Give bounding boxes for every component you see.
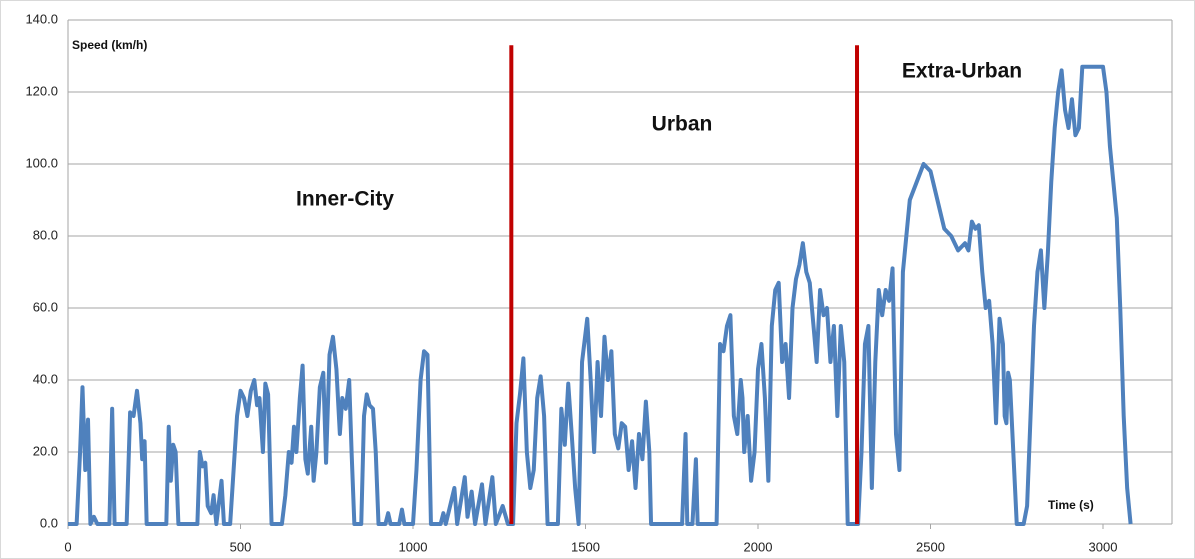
x-tick-label: 500 (230, 539, 252, 554)
annotation: Urban (652, 113, 713, 136)
y-tick-label: 20.0 (33, 443, 58, 458)
speed-line (68, 64, 1133, 526)
x-tick-label: 3000 (1089, 539, 1118, 554)
x-tick-label: 2500 (916, 539, 945, 554)
y-tick-label: 120.0 (25, 83, 58, 98)
annotation: Extra-Urban (902, 60, 1022, 83)
y-tick-label: 140.0 (25, 11, 58, 26)
y-axis-label: Speed (km/h) (72, 38, 147, 52)
x-tick-label: 1000 (399, 539, 428, 554)
y-tick-label: 100.0 (25, 155, 58, 170)
y-tick-label: 40.0 (33, 371, 58, 386)
x-tick-label: 2000 (744, 539, 773, 554)
y-tick-label: 60.0 (33, 299, 58, 314)
x-tick-label: 1500 (571, 539, 600, 554)
y-tick-label: 80.0 (33, 227, 58, 242)
y-tick-label: 0.0 (40, 515, 58, 530)
annotation: Inner-City (296, 188, 394, 211)
x-axis-label: Time (s) (1048, 498, 1094, 512)
x-tick-label: 0 (64, 539, 71, 554)
